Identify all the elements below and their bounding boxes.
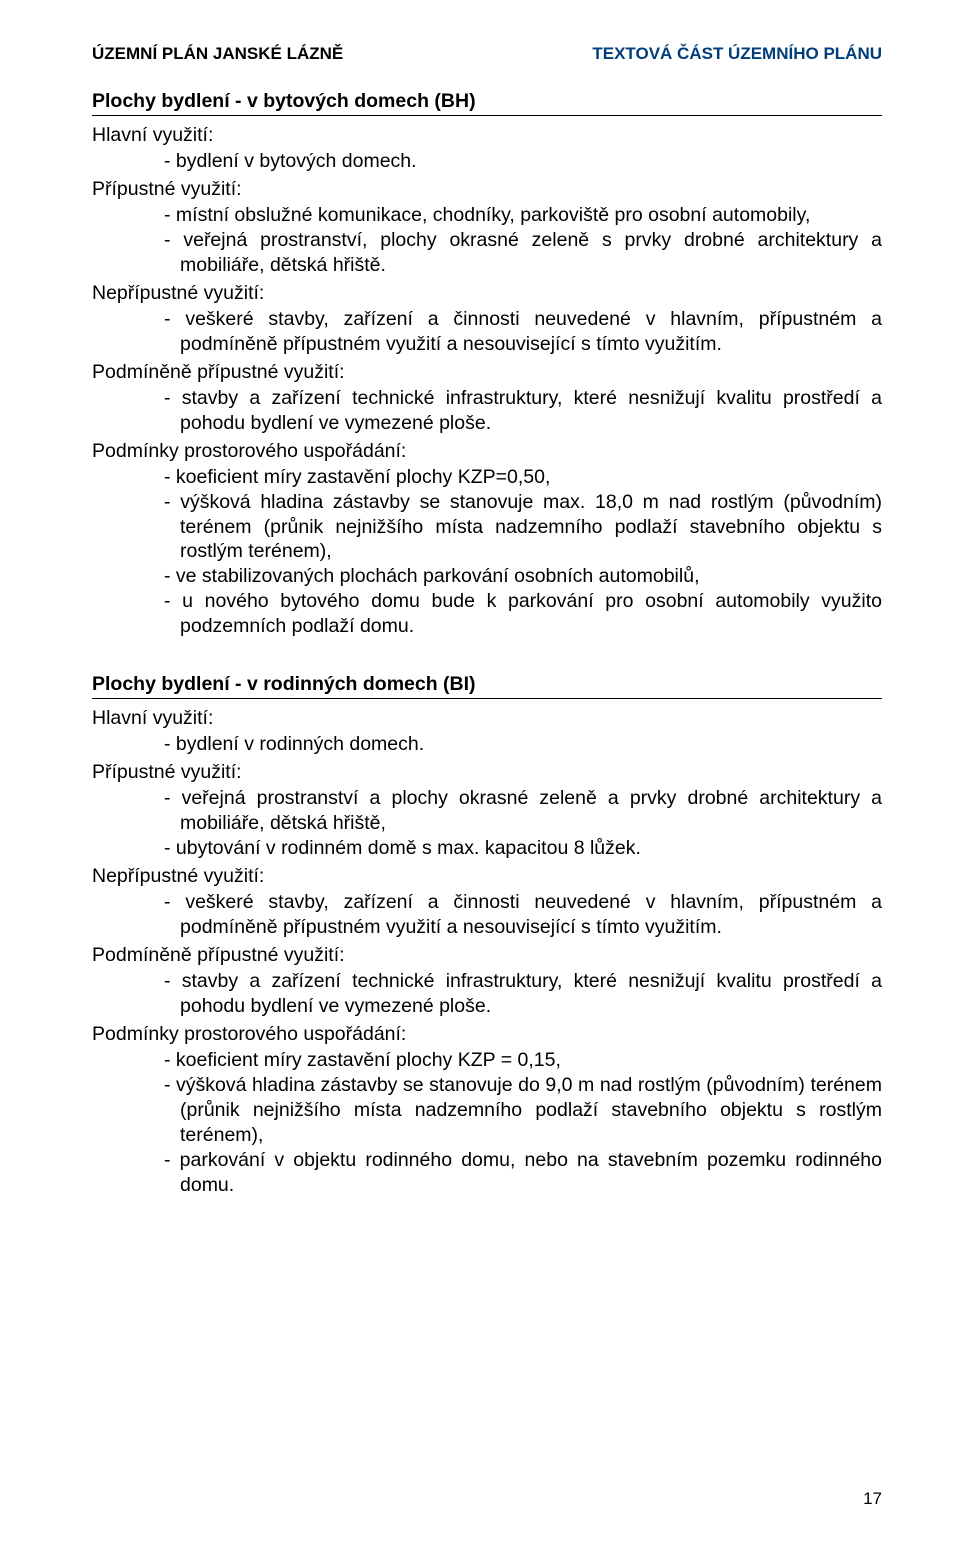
bullet-list: veškeré stavby, zařízení a činnosti neuv… bbox=[92, 890, 882, 940]
group-heading: Přípustné využití: bbox=[92, 761, 882, 784]
section-bh: Plochy bydlení - v bytových domech (BH) … bbox=[92, 90, 882, 639]
bullet-list: bydlení v rodinných domech. bbox=[92, 732, 882, 757]
section-bi: Plochy bydlení - v rodinných domech (BI)… bbox=[92, 673, 882, 1197]
section-title: Plochy bydlení - v rodinných domech (BI) bbox=[92, 673, 882, 696]
list-item: veškeré stavby, zařízení a činnosti neuv… bbox=[92, 307, 882, 357]
bullet-list: stavby a zařízení technické infrastruktu… bbox=[92, 386, 882, 436]
bullet-list: stavby a zařízení technické infrastruktu… bbox=[92, 969, 882, 1019]
list-item: bydlení v rodinných domech. bbox=[92, 732, 882, 757]
list-item: koeficient míry zastavění plochy KZP=0,5… bbox=[92, 465, 882, 490]
list-item: stavby a zařízení technické infrastruktu… bbox=[92, 969, 882, 1019]
header-left: ÚZEMNÍ PLÁN JANSKÉ LÁZNĚ bbox=[92, 44, 343, 64]
page-number: 17 bbox=[863, 1489, 882, 1509]
list-item: veškeré stavby, zařízení a činnosti neuv… bbox=[92, 890, 882, 940]
bullet-list: bydlení v bytových domech. bbox=[92, 149, 882, 174]
list-item: ubytování v rodinném domě s max. kapacit… bbox=[92, 836, 882, 861]
list-item: koeficient míry zastavění plochy KZP = 0… bbox=[92, 1048, 882, 1073]
section-underline bbox=[92, 698, 882, 699]
group-heading: Nepřípustné využití: bbox=[92, 865, 882, 888]
list-item: místní obslužné komunikace, chodníky, pa… bbox=[92, 203, 882, 228]
bullet-list: veškeré stavby, zařízení a činnosti neuv… bbox=[92, 307, 882, 357]
header-right: TEXTOVÁ ČÁST ÚZEMNÍHO PLÁNU bbox=[592, 44, 882, 64]
group-heading: Nepřípustné využití: bbox=[92, 282, 882, 305]
list-item: veřejná prostranství, plochy okrasné zel… bbox=[92, 228, 882, 278]
section-title: Plochy bydlení - v bytových domech (BH) bbox=[92, 90, 882, 113]
group-heading: Podmíněně přípustné využití: bbox=[92, 361, 882, 384]
bullet-list: koeficient míry zastavění plochy KZP=0,5… bbox=[92, 465, 882, 640]
document-page: ÚZEMNÍ PLÁN JANSKÉ LÁZNĚ TEXTOVÁ ČÁST ÚZ… bbox=[0, 0, 960, 1545]
group-heading: Podmínky prostorového uspořádání: bbox=[92, 440, 882, 463]
bullet-list: veřejná prostranství a plochy okrasné ze… bbox=[92, 786, 882, 861]
section-gap bbox=[92, 643, 882, 673]
section-underline bbox=[92, 115, 882, 116]
group-heading: Hlavní využití: bbox=[92, 124, 882, 147]
group-heading: Podmíněně přípustné využití: bbox=[92, 944, 882, 967]
list-item: stavby a zařízení technické infrastruktu… bbox=[92, 386, 882, 436]
list-item: výšková hladina zástavby se stanovuje ma… bbox=[92, 490, 882, 565]
list-item: ve stabilizovaných plochách parkování os… bbox=[92, 564, 882, 589]
group-heading: Hlavní využití: bbox=[92, 707, 882, 730]
page-header: ÚZEMNÍ PLÁN JANSKÉ LÁZNĚ TEXTOVÁ ČÁST ÚZ… bbox=[92, 44, 882, 64]
list-item: veřejná prostranství a plochy okrasné ze… bbox=[92, 786, 882, 836]
bullet-list: místní obslužné komunikace, chodníky, pa… bbox=[92, 203, 882, 278]
list-item: bydlení v bytových domech. bbox=[92, 149, 882, 174]
list-item: u nového bytového domu bude k parkování … bbox=[92, 589, 882, 639]
list-item: výšková hladina zástavby se stanovuje do… bbox=[92, 1073, 882, 1148]
group-heading: Podmínky prostorového uspořádání: bbox=[92, 1023, 882, 1046]
bullet-list: koeficient míry zastavění plochy KZP = 0… bbox=[92, 1048, 882, 1198]
list-item: parkování v objektu rodinného domu, nebo… bbox=[92, 1148, 882, 1198]
group-heading: Přípustné využití: bbox=[92, 178, 882, 201]
